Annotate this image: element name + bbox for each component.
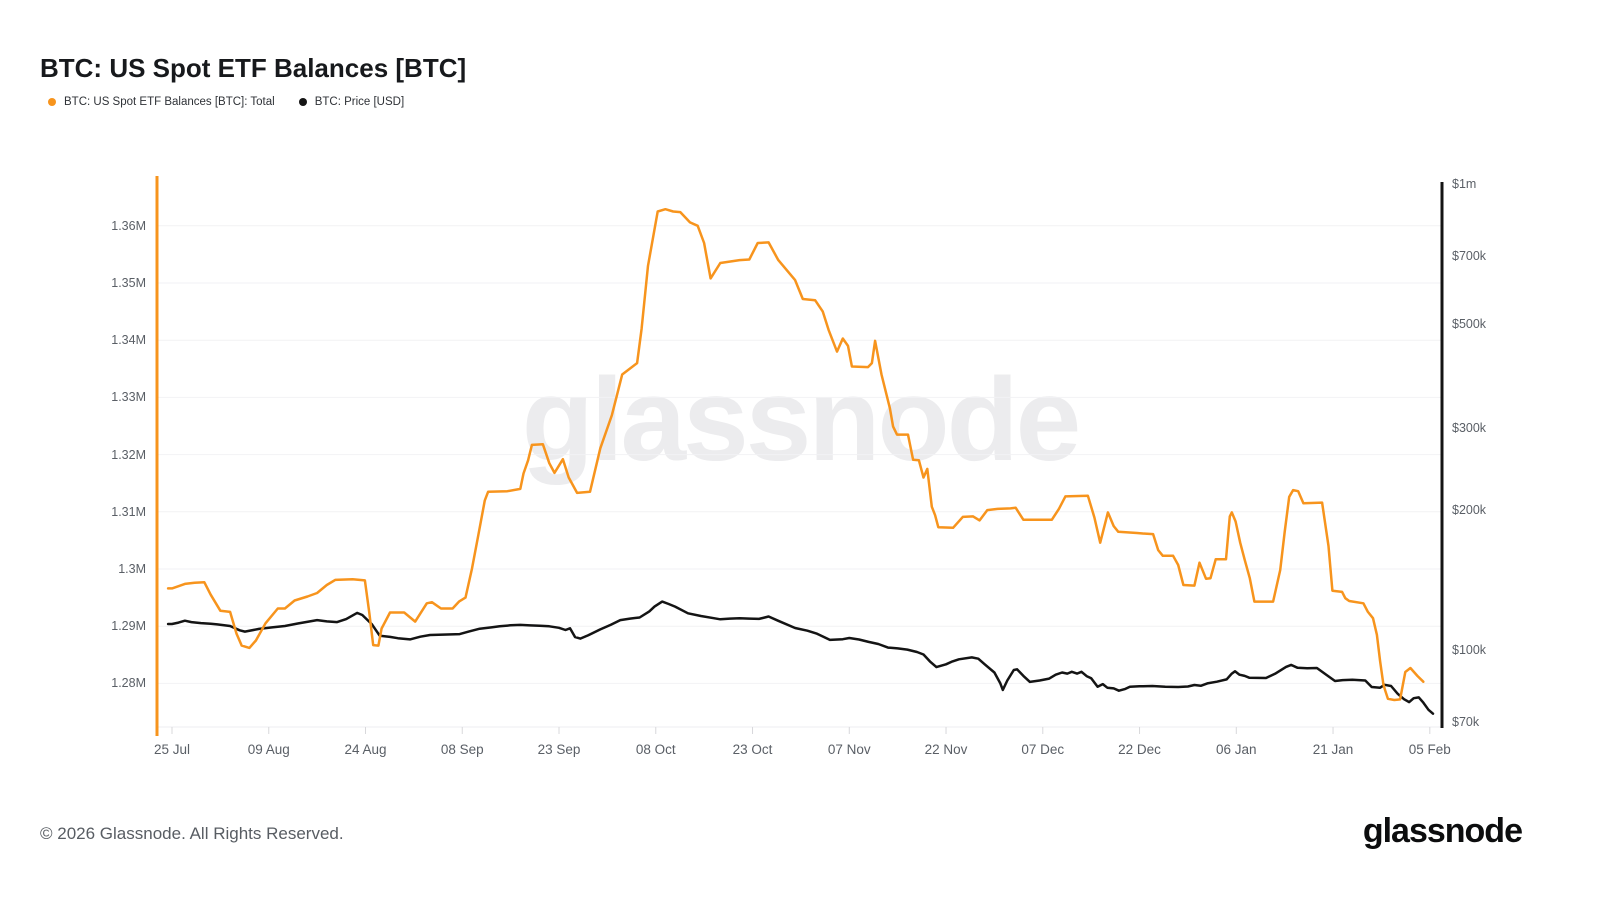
y-left-tick-label: 1.28M <box>111 676 146 691</box>
y-right-tick-label: $1m <box>1452 177 1477 191</box>
x-tick-label: 07 Dec <box>1021 742 1065 757</box>
y-left-tick-label: 1.31M <box>111 504 146 519</box>
y-right-tick-label: $300k <box>1452 420 1487 435</box>
legend-marker-price-icon <box>298 98 307 106</box>
legend-label-btc-price: BTC: Price [USD] <box>314 96 405 108</box>
y-left-tick-label: 1.34M <box>111 333 146 348</box>
x-tick-label: 05 Feb <box>1408 742 1451 757</box>
x-tick-label: 08 Sep <box>440 742 484 757</box>
x-tick-label: 08 Oct <box>635 742 676 757</box>
y-left-tick-label: 1.35M <box>111 276 146 290</box>
x-tick-label: 21 Jan <box>1312 742 1354 757</box>
y-left-tick-label: 1.29M <box>111 619 146 634</box>
y-right-tick-label: $500k <box>1452 317 1487 332</box>
x-tick-label: 23 Oct <box>732 742 773 757</box>
y-left-tick-label: 1.33M <box>111 390 146 405</box>
legend-marker-etf-icon <box>48 98 56 106</box>
footer-copyright: © 2026 Glassnode. All Rights Reserved. <box>40 824 344 843</box>
x-tick-label: 22 Nov <box>924 742 968 757</box>
etf-balance-line <box>166 207 1425 702</box>
glassnode-watermark: glassnode <box>521 354 1082 486</box>
y-left-tick-label: 1.32M <box>111 447 146 462</box>
y-left-tick-label: 1.36M <box>111 218 146 233</box>
x-tick-label: 25 Jul <box>153 742 191 757</box>
y-right-tick-label: $700k <box>1452 249 1487 264</box>
btc-price-line <box>166 600 1435 715</box>
glassnode-logo: glassnode <box>1362 812 1523 850</box>
y-right-tick-label: $100k <box>1452 643 1487 657</box>
x-tick-label: 09 Aug <box>247 742 290 757</box>
x-tick-label: 24 Aug <box>344 742 387 757</box>
x-tick-label: 06 Jan <box>1216 742 1257 757</box>
y-right-tick-label: $200k <box>1452 502 1487 517</box>
legend-item-btc-price[interactable]: BTC: Price [USD] <box>298 96 405 108</box>
chart-legend: BTC: US Spot ETF Balances [BTC]: Total B… <box>48 96 404 108</box>
legend-label-etf-balances: BTC: US Spot ETF Balances [BTC]: Total <box>64 96 275 108</box>
y-left-tick-label: 1.3M <box>118 562 146 576</box>
x-tick-label: 07 Nov <box>827 742 871 757</box>
x-tick-label: 22 Dec <box>1118 742 1161 757</box>
page-title: BTC: US Spot ETF Balances [BTC] <box>40 53 467 84</box>
legend-item-etf-balances[interactable]: BTC: US Spot ETF Balances [BTC]: Total <box>48 96 275 108</box>
y-right-tick-label: $70k <box>1452 715 1480 730</box>
x-tick-label: 23 Sep <box>537 742 581 757</box>
